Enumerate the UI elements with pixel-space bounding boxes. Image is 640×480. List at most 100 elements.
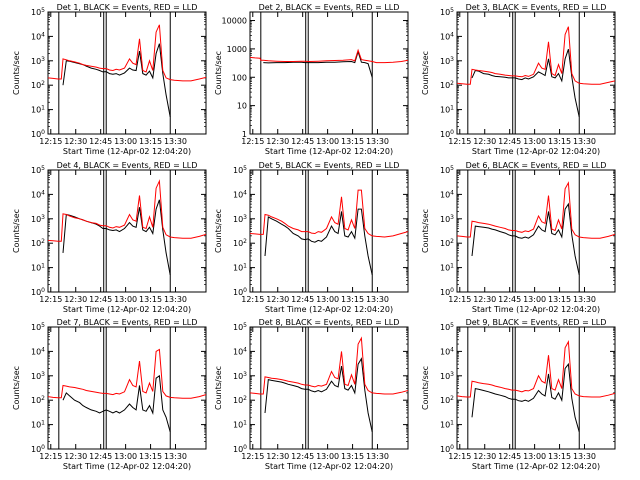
x-tick-label: 13:30 — [573, 137, 596, 146]
x-tick-label: 12:15 — [448, 452, 471, 461]
x-tick-label: 12:30 — [473, 295, 496, 304]
y-tick-label: 103 — [31, 214, 45, 224]
x-tick-label: 13:30 — [164, 137, 187, 146]
lld-series-line — [457, 181, 615, 239]
events-series-line — [264, 208, 373, 276]
x-axis-label: Start Time (12-Apr-02 12:04:20) — [265, 305, 393, 314]
y-tick-label: 100 — [31, 129, 45, 139]
x-tick-label: 13:15 — [341, 295, 364, 304]
x-tick-label: 12:30 — [266, 137, 289, 146]
y-tick-label: 101 — [31, 420, 45, 430]
panel-title: Det 9, BLACK = Events, RED = LLD — [466, 318, 607, 327]
x-tick-label: 13:15 — [139, 137, 162, 146]
y-tick-label: 103 — [440, 56, 454, 66]
events-series-line — [471, 49, 580, 118]
x-tick-label: 13:00 — [316, 452, 339, 461]
y-tick-label: 100 — [31, 444, 45, 454]
x-tick-label: 13:30 — [573, 452, 596, 461]
lld-series-line — [250, 48, 408, 64]
x-axis-label: Start Time (12-Apr-02 12:04:20) — [265, 462, 393, 471]
y-axis-label: Counts/sec — [214, 366, 223, 410]
x-tick-label: 13:15 — [139, 452, 162, 461]
x-axis-label: Start Time (12-Apr-02 12:04:20) — [472, 305, 600, 314]
y-tick-label: 105 — [233, 165, 247, 175]
y-axis-label: Counts/sec — [421, 209, 430, 253]
x-tick-label: 13:00 — [114, 295, 137, 304]
x-tick-label: 12:30 — [266, 295, 289, 304]
y-tick-label: 103 — [31, 56, 45, 66]
lld-series-line — [250, 336, 408, 395]
y-axis-label: Counts/sec — [214, 209, 223, 253]
y-tick-label: 104 — [440, 31, 454, 41]
y-tick-label: 103 — [233, 371, 247, 381]
events-series-line — [264, 357, 373, 433]
plot-frame — [249, 326, 409, 450]
y-tick-label: 101 — [31, 105, 45, 115]
plot-frame — [456, 11, 616, 135]
x-tick-label: 12:15 — [39, 452, 62, 461]
events-series-line — [471, 202, 580, 276]
panel-title: Det 3, BLACK = Events, RED = LLD — [466, 3, 607, 12]
plot-frame — [456, 169, 616, 293]
y-tick-label: 105 — [233, 322, 247, 332]
y-tick-label: 100 — [440, 129, 454, 139]
x-tick-label: 13:30 — [366, 137, 389, 146]
y-tick-label: 103 — [440, 214, 454, 224]
y-tick-label: 104 — [31, 31, 45, 41]
x-tick-label: 13:15 — [548, 137, 571, 146]
lld-series-line — [48, 179, 206, 242]
y-tick-label: 1000 — [227, 45, 247, 54]
y-tick-label: 101 — [233, 420, 247, 430]
x-axis-label: Start Time (12-Apr-02 12:04:20) — [472, 147, 600, 156]
lld-series-line — [457, 339, 615, 398]
y-tick-label: 101 — [440, 263, 454, 273]
x-tick-label: 13:00 — [523, 452, 546, 461]
panel-title: Det 8, BLACK = Events, RED = LLD — [259, 318, 400, 327]
y-tick-label: 100 — [440, 287, 454, 297]
y-tick-label: 104 — [233, 189, 247, 199]
events-series-line — [471, 362, 580, 433]
plot-frame — [249, 11, 409, 135]
lld-series-line — [457, 26, 615, 85]
x-tick-label: 13:00 — [523, 137, 546, 146]
lld-series-line — [48, 24, 206, 82]
plot-frame — [249, 169, 409, 293]
y-tick-label: 10 — [237, 102, 247, 111]
plot-frame — [47, 11, 207, 135]
y-tick-label: 105 — [31, 165, 45, 175]
y-tick-label: 100 — [233, 444, 247, 454]
plot-frame — [47, 169, 207, 293]
panel-title: Det 5, BLACK = Events, RED = LLD — [259, 161, 400, 170]
x-tick-label: 12:15 — [448, 137, 471, 146]
x-tick-label: 12:45 — [498, 137, 521, 146]
y-tick-label: 102 — [31, 238, 45, 248]
x-axis-label: Start Time (12-Apr-02 12:04:20) — [472, 462, 600, 471]
x-tick-label: 13:15 — [139, 295, 162, 304]
y-axis-label: Counts/sec — [12, 51, 21, 95]
x-tick-label: 12:45 — [89, 137, 112, 146]
panel-title: Det 2, BLACK = Events, RED = LLD — [259, 3, 400, 12]
y-tick-label: 104 — [440, 346, 454, 356]
x-tick-label: 12:45 — [291, 137, 314, 146]
x-tick-label: 12:30 — [64, 137, 87, 146]
y-tick-label: 102 — [440, 238, 454, 248]
y-tick-label: 10000 — [222, 17, 247, 26]
y-tick-label: 104 — [31, 346, 45, 356]
y-tick-label: 102 — [440, 395, 454, 405]
x-tick-label: 12:30 — [64, 295, 87, 304]
x-tick-label: 12:15 — [39, 295, 62, 304]
x-tick-label: 13:30 — [573, 295, 596, 304]
x-tick-label: 13:00 — [114, 452, 137, 461]
y-axis-label: Counts/sec — [12, 366, 21, 410]
panel-title: Det 4, BLACK = Events, RED = LLD — [57, 161, 198, 170]
x-tick-label: 13:15 — [341, 452, 364, 461]
y-tick-label: 104 — [31, 189, 45, 199]
x-axis-label: Start Time (12-Apr-02 12:04:20) — [63, 462, 191, 471]
